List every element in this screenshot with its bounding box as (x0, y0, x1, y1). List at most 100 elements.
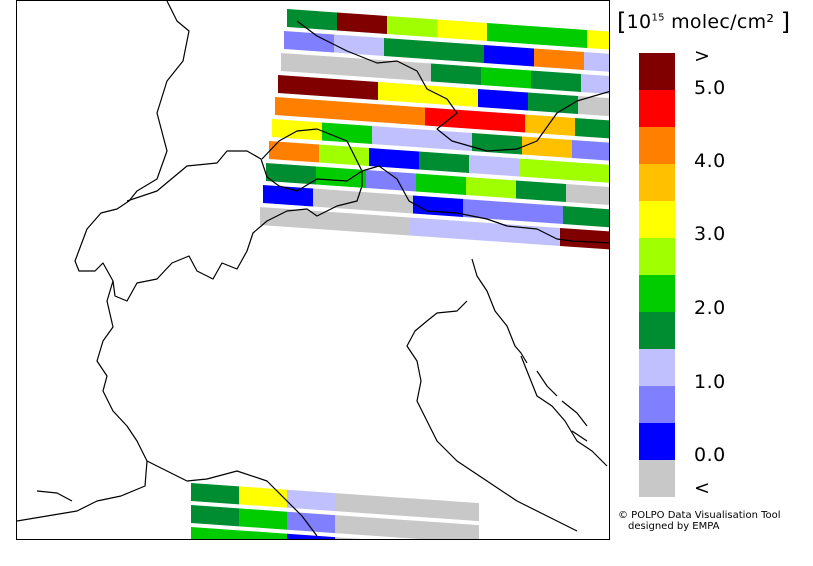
satellite-pixel (431, 63, 481, 85)
satellite-pixel (375, 104, 425, 126)
satellite-pixel (383, 496, 431, 518)
satellite-pixel (378, 82, 428, 104)
satellite-pixel (484, 45, 534, 67)
satellite-pixel (366, 170, 416, 192)
satellite-pixel (287, 9, 337, 31)
satellite-pixel (437, 19, 487, 41)
satellite-pixel (534, 48, 584, 70)
satellite-pixel (335, 493, 383, 515)
satellite-pixel (410, 217, 460, 239)
satellite-pixel (578, 96, 609, 117)
satellite-pixel (463, 199, 513, 221)
legend-swatch-4.0-4.5 (639, 127, 675, 164)
satellite-pixel (335, 537, 363, 539)
legend-title: [1015 molec/cm² ] (617, 8, 791, 36)
satellite-pixel (431, 499, 479, 522)
satellite-pixel (260, 207, 310, 229)
satellite-pixel (313, 188, 363, 210)
satellite-pixel (387, 16, 437, 38)
satellite-pixel-swath-south (191, 483, 479, 539)
legend-swatch-2.0-2.5 (639, 275, 675, 312)
satellite-pixel (419, 151, 469, 173)
satellite-pixel (560, 228, 609, 250)
legend-swatch-0.0-0.5 (639, 423, 675, 460)
satellite-pixel (310, 210, 360, 232)
satellite-pixel (281, 53, 331, 75)
satellite-pixel (469, 155, 519, 177)
legend-swatch-1.5-2.0 (639, 312, 675, 349)
legend-tick-label: > (694, 45, 711, 67)
legend-swatch-3.0-3.5 (639, 201, 675, 238)
legend-tick-label: 2.0 (694, 297, 726, 319)
satellite-pixel (475, 111, 525, 133)
satellite-pixel (191, 527, 239, 539)
satellite-pixel (263, 185, 313, 207)
legend-swatch-0.5-1.0 (639, 386, 675, 423)
credits: © POLPO Data Visualisation Tool designed… (618, 510, 781, 532)
satellite-pixel (422, 129, 472, 151)
legend-title-exponent: 15 (651, 12, 665, 24)
satellite-pixel (328, 78, 378, 100)
satellite-pixel (431, 521, 479, 539)
satellite-pixel (413, 195, 463, 217)
satellite-pixel (381, 60, 431, 82)
legend-tick-label: 0.0 (694, 444, 726, 466)
satellite-pixel (384, 38, 434, 60)
satellite-pixel (337, 12, 387, 34)
satellite-pixel (487, 23, 537, 45)
satellite-pixel (584, 52, 609, 72)
satellite-pixel (239, 508, 287, 530)
satellite-pixel (516, 180, 566, 202)
satellite-pixel (369, 148, 419, 170)
satellite-pixel (460, 221, 510, 243)
satellite-pixel (478, 89, 528, 111)
legend-swatch-below-min (639, 460, 675, 497)
satellite-pixel (466, 177, 516, 199)
satellite-pixel (575, 118, 609, 139)
legend-tick-label: 4.0 (694, 150, 726, 172)
satellite-pixel (522, 136, 572, 158)
satellite-pixel (325, 100, 375, 122)
satellite-pixel (383, 518, 431, 539)
credits-line-2: designed by EMPA (628, 521, 720, 532)
legend-swatch-above-max (639, 53, 675, 90)
legend-swatch-1.0-1.5 (639, 349, 675, 386)
satellite-pixel (434, 41, 484, 63)
satellite-pixel (287, 511, 335, 534)
satellite-pixel (510, 224, 560, 246)
satellite-pixel (239, 486, 287, 508)
map-canvas (17, 1, 609, 539)
satellite-pixel (284, 31, 334, 53)
satellite-pixel (587, 30, 609, 50)
satellite-pixel (513, 202, 563, 224)
satellite-pixel (272, 119, 322, 141)
satellite-pixel (275, 97, 325, 119)
coastline-borders (17, 1, 609, 537)
satellite-pixel (525, 114, 575, 136)
satellite-pixel (569, 162, 609, 183)
satellite-pixel (581, 74, 609, 94)
legend-swatch-4.5-5.0 (639, 90, 675, 127)
satellite-pixel (537, 26, 587, 48)
legend-swatch-3.5-4.0 (639, 164, 675, 201)
satellite-pixel (531, 70, 581, 92)
legend-title-unit: molec/cm² (671, 11, 775, 33)
legend-tick-label: 5.0 (694, 77, 726, 99)
satellite-pixel (372, 126, 422, 148)
satellite-pixel (472, 133, 522, 155)
satellite-pixel (319, 144, 369, 166)
satellite-pixel (363, 192, 413, 214)
satellite-pixel (287, 489, 335, 512)
satellite-pixel (322, 122, 372, 144)
satellite-pixel-swath-north (260, 9, 609, 250)
satellite-pixel (360, 214, 410, 236)
satellite-pixel (191, 505, 239, 527)
satellite-pixel (266, 163, 316, 185)
credits-line-1: © POLPO Data Visualisation Tool (618, 510, 781, 521)
satellite-pixel (191, 483, 239, 505)
satellite-pixel (239, 530, 287, 539)
satellite-pixel (428, 85, 478, 107)
satellite-pixel (316, 166, 366, 188)
satellite-pixel (519, 158, 569, 180)
legend-swatch-2.5-3.0 (639, 238, 675, 275)
